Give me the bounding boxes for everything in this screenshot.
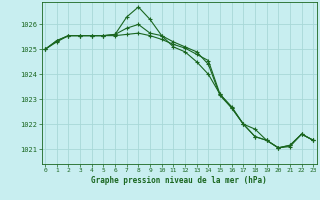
X-axis label: Graphe pression niveau de la mer (hPa): Graphe pression niveau de la mer (hPa) [91, 176, 267, 185]
